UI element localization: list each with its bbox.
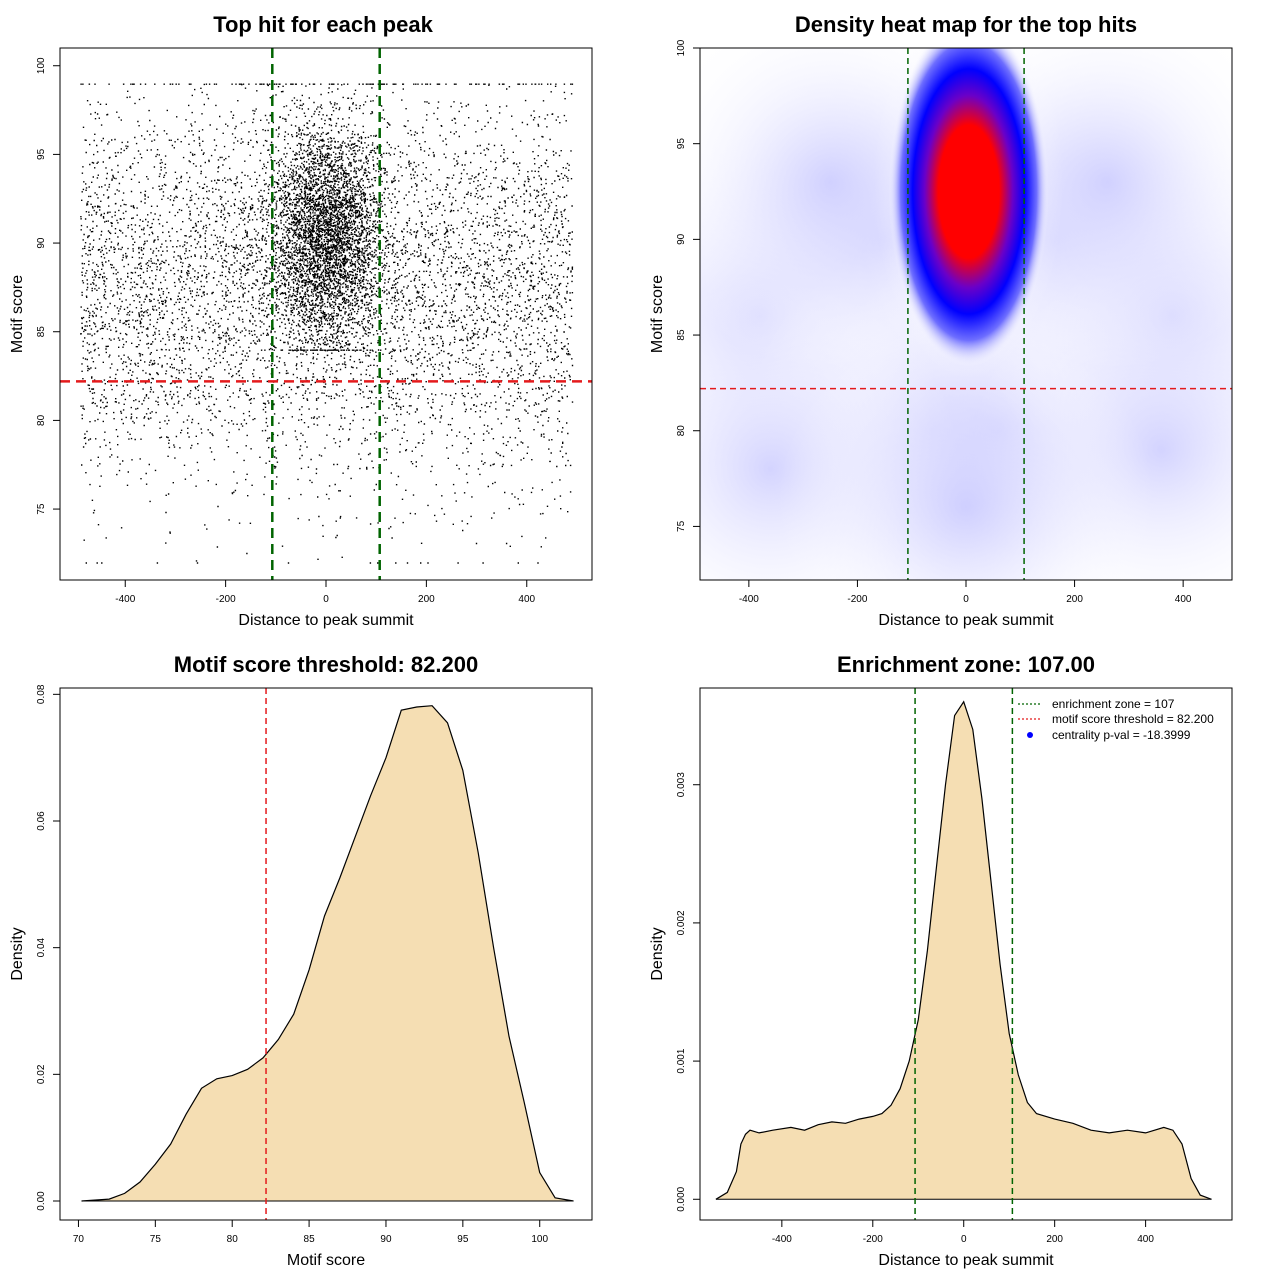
density-curve	[81, 705, 574, 1202]
heatmap-reference-lines	[700, 48, 1232, 580]
legend-label-centrality: centrality p-val = -18.3999	[1052, 728, 1191, 742]
scatter-y-axis-label: Motif score	[9, 275, 26, 353]
enrichment-density-x-axis-label: Distance to peak summit	[878, 1252, 1054, 1269]
y-tick-label: 0.02	[36, 1064, 47, 1084]
x-tick-label: 70	[73, 1234, 85, 1245]
heatmap-x-ticks: -400 -200 0 200 400	[739, 580, 1192, 605]
y-tick-label: 75	[676, 520, 687, 532]
heatmap-title: Density heat map for the top hits	[795, 12, 1137, 37]
y-tick-label: 0.04	[36, 937, 47, 957]
density-halo	[776, 317, 1156, 580]
enrichment-density-y-ticks: 0.000 0.001 0.002 0.003	[676, 772, 700, 1212]
density-fill	[715, 701, 1212, 1200]
x-tick-label: 0	[323, 594, 329, 605]
y-tick-label: 95	[676, 138, 687, 150]
enrichment-density-plot-frame	[699, 687, 1233, 1221]
x-tick-label: 95	[457, 1234, 469, 1245]
score-density-x-axis-label: Motif score	[287, 1252, 365, 1269]
y-tick-label: 80	[676, 425, 687, 437]
scatter-point-cloud	[80, 83, 574, 564]
density-peak	[888, 48, 1049, 367]
x-tick-label: 80	[227, 1234, 239, 1245]
score-density-title: Motif score threshold: 82.200	[174, 652, 478, 677]
heatmap-y-ticks: 75 80 85 90 95 100	[676, 39, 700, 532]
y-tick-label: 0.000	[676, 1186, 687, 1211]
y-tick-label: 0.00	[36, 1191, 47, 1211]
enrichment-density-panel: Enrichment zone: 107.00 -400 -200 0 200 400 …	[649, 652, 1233, 1269]
score-density-plot-frame	[59, 687, 593, 1221]
y-tick-label: 95	[36, 148, 47, 160]
x-tick-label: -200	[216, 594, 236, 605]
scatter-y-ticks: 75 80 85 90 95 100	[36, 57, 60, 515]
scatter-panel: Top hit for each peak -400 -200 0 200 400 75…	[9, 12, 593, 629]
scatter-x-axis-label: Distance to peak summit	[238, 612, 414, 629]
enrichment-legend: enrichment zone = 107 motif score thresh…	[1018, 697, 1214, 742]
y-tick-label: 85	[676, 329, 687, 341]
x-tick-label: 400	[1175, 594, 1192, 605]
enrichment-density-title: Enrichment zone: 107.00	[837, 652, 1095, 677]
score-density-panel: Motif score threshold: 82.200 70 75 80 85 90…	[9, 652, 593, 1269]
y-tick-label: 90	[36, 237, 47, 249]
heatmap-y-axis-label: Motif score	[649, 275, 666, 353]
y-tick-label: 0.003	[676, 772, 687, 797]
x-tick-label: 400	[1137, 1234, 1154, 1245]
enrichment-density-x-ticks: -400 -200 0 200 400	[772, 1220, 1154, 1245]
score-density-x-ticks: 70 75 80 85 90 95 100	[73, 1220, 549, 1245]
legend-point-centrality	[1027, 732, 1033, 738]
x-tick-label: 75	[150, 1234, 162, 1245]
y-tick-label: 100	[676, 39, 687, 56]
score-density-y-axis-label: Density	[9, 927, 26, 980]
enrichment-density-reference-lines	[914, 688, 1014, 1220]
y-tick-label: 0.06	[36, 811, 47, 831]
score-density-area	[81, 705, 574, 1202]
scatter-points	[80, 83, 574, 564]
score-density-y-ticks: 0.00 0.02 0.04 0.06 0.08	[36, 684, 60, 1211]
scatter-title: Top hit for each peak	[213, 12, 433, 37]
x-tick-label: 100	[531, 1234, 548, 1245]
x-tick-label: -200	[863, 1234, 883, 1245]
y-tick-label: 75	[36, 503, 47, 515]
legend-label-enrichment-zone: enrichment zone = 107	[1052, 697, 1175, 711]
x-tick-label: 0	[961, 1234, 967, 1245]
x-tick-label: -400	[772, 1234, 792, 1245]
y-tick-label: 100	[36, 57, 47, 74]
y-tick-label: 0.08	[36, 684, 47, 704]
y-tick-label: 85	[36, 326, 47, 338]
x-tick-label: 85	[304, 1234, 316, 1245]
x-tick-label: -400	[115, 594, 135, 605]
scatter-reference-lines	[60, 48, 592, 580]
x-tick-label: 0	[963, 594, 969, 605]
y-tick-label: 80	[36, 414, 47, 426]
y-tick-label: 0.002	[676, 910, 687, 935]
y-tick-label: 90	[676, 233, 687, 245]
heatmap-x-axis-label: Distance to peak summit	[878, 612, 1054, 629]
x-tick-label: 200	[418, 594, 435, 605]
scatter-x-ticks: -400 -200 0 200 400	[115, 580, 536, 605]
x-tick-label: -400	[739, 594, 759, 605]
x-tick-label: -200	[847, 594, 867, 605]
legend-label-motif-threshold: motif score threshold = 82.200	[1052, 712, 1214, 726]
enrichment-density-y-axis-label: Density	[649, 927, 666, 980]
enrichment-density-area	[715, 700, 1212, 1200]
x-tick-label: 200	[1066, 594, 1083, 605]
x-tick-label: 400	[518, 594, 535, 605]
density-curve	[715, 700, 1212, 1200]
y-tick-label: 0.001	[676, 1048, 687, 1073]
heatmap-panel: Density heat map for the top hits -400 -2…	[649, 12, 1233, 629]
heatmap-density	[700, 48, 1232, 580]
x-tick-label: 200	[1046, 1234, 1063, 1245]
density-fill	[81, 705, 574, 1201]
x-tick-label: 90	[380, 1234, 392, 1245]
